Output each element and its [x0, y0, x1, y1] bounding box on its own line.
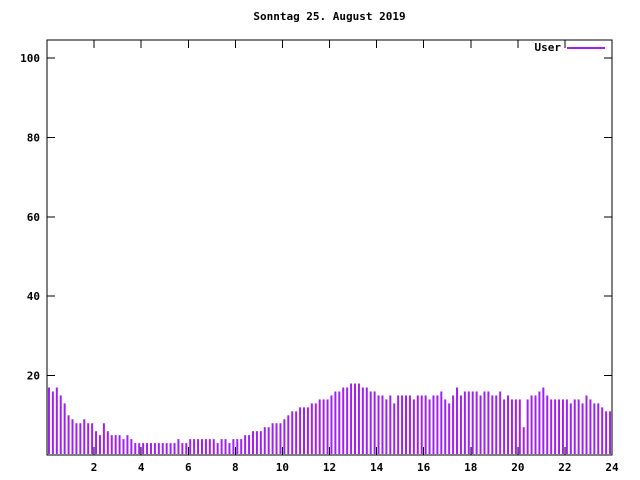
plot-border — [46, 39, 613, 456]
y-tick-label: 40 — [27, 290, 40, 303]
y-tick-label: 20 — [27, 370, 40, 383]
legend-label: User — [534, 41, 562, 54]
y-tick-label: 60 — [27, 211, 40, 224]
x-tick-label: 6 — [185, 461, 192, 474]
x-tick-label: 20 — [511, 461, 524, 474]
x-tick-label: 10 — [276, 461, 289, 474]
x-tick-label: 14 — [370, 461, 384, 474]
chart-title: Sonntag 25. August 2019 — [253, 10, 406, 23]
legend-line-sample — [567, 47, 605, 49]
x-tick-label: 8 — [232, 461, 239, 474]
y-tick-label: 80 — [27, 131, 40, 144]
x-tick-label: 24 — [605, 461, 619, 474]
x-tick-label: 22 — [558, 461, 571, 474]
legend: User — [47, 42, 605, 54]
x-tick-label: 18 — [464, 461, 477, 474]
x-tick-label: 12 — [323, 461, 336, 474]
y-tick-label: 100 — [20, 52, 40, 65]
x-tick-label: 4 — [138, 461, 145, 474]
x-tick-label: 16 — [417, 461, 431, 474]
x-tick-label: 2 — [91, 461, 98, 474]
